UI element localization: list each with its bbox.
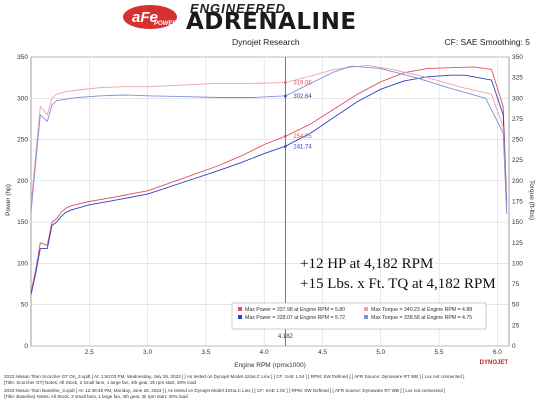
y-tick-label-left: 150 [17,219,28,226]
series-line-4 [30,65,508,214]
legend-label: Max Power = 337.98 at Engine RPM = 5.80 [245,307,345,313]
cursor-marker [284,134,287,138]
cursor-marker [284,81,287,84]
y-tick-label-right: 125 [512,240,523,247]
cursor-value-label: 302.64 [293,94,312,100]
y-tick-label-left: 200 [17,178,28,185]
cursor-value-label: 319.06 [293,81,312,87]
correction-factor-label: CF: SAE Smoothing: 5 [444,37,530,47]
brand-tagline: ENGINEERED [190,1,286,16]
legend-label: Max Torque = 340.23 at Engine RPM = 4.88 [371,307,472,313]
legend-swatch [364,315,368,319]
footer-run1-line1: 2023 Nissan Titan Scorcher GT On_3.xpdt … [4,374,465,379]
cursor-rpm-label: 4.182 [278,334,294,340]
y-axis-label-left: Power (hp) [5,184,12,216]
x-tick-label: 4.5 [318,349,327,356]
plot-area [30,56,510,347]
header: aFe POWER ENGINEERED ADRENALINE Dynojet … [0,0,540,50]
footer-run1-line2: [Title: Scorcher GT] Notes: All Stock, 2… [4,380,197,385]
axis-ticks: 2.5 3.0 3.5 4.0 4.5 5.0 5.5 6.00501001502002503… [17,54,523,356]
brand-title: ADRENALINE [186,9,357,35]
logo-text: aFe [132,9,158,26]
y-tick-label-right: 275 [512,116,523,123]
y-tick-label-right: 50 [512,302,520,309]
y-tick-label-left: 250 [17,137,28,144]
y-tick-label-right: 25 [512,322,520,329]
y-tick-label-left: 50 [21,302,29,309]
footer-run2-line1: 2023 Nissan Titan Baseline_3.xpdt [ At: … [4,388,446,393]
x-axis-label: Engine RPM (rpmx1000) [234,362,306,369]
legend-label: Max Torque = 338.58 at Engine RPM = 4.75 [371,315,472,321]
series-line-3 [30,64,508,210]
y-tick-label-right: 200 [512,178,523,185]
y-tick-label-left: 350 [17,54,28,61]
legend: Max Power = 337.98 at Engine RPM = 5.80 M… [231,302,487,330]
x-tick-label: 3.0 [143,349,152,356]
logo-subtext: POWER [154,21,177,27]
grid-lines [31,56,509,347]
legend-swatch [238,307,242,311]
afe-logo-icon: aFe POWER [123,5,177,29]
x-tick-label: 2.5 [85,349,94,356]
x-tick-label: 3.5 [201,349,210,356]
y-tick-label-right: 75 [512,281,520,288]
series-lines [30,64,508,295]
x-tick-label: 5.0 [376,349,385,356]
cursor-marker [284,145,287,148]
y-tick-label-right: 300 [512,95,523,102]
legend-swatch [238,315,242,319]
hp-gain-annotation: +12 HP at 4,182 RPM [300,256,434,272]
legend-swatch [364,307,368,311]
y-tick-label-right: 225 [512,157,523,164]
y-tick-label-right: 150 [512,219,523,226]
legend-label: Max Power = 328.07 at Engine RPM = 5.72 [245,315,345,321]
y-tick-label-right: 250 [512,137,523,144]
y-tick-label-right: 350 [512,54,523,61]
dynojet-mark: DYNOJET [480,360,509,366]
y-tick-label-left: 100 [17,260,28,267]
x-tick-label: 6.0 [493,349,502,356]
y-axis-label-right: Torque (ft-lbs) [528,180,535,220]
cursor-marker [284,94,287,98]
y-tick-label-right: 325 [512,75,523,82]
legend-box [231,302,487,330]
cursor-value-label: 254.05 [293,134,312,140]
y-tick-label-left: 300 [17,95,28,102]
series-line-1 [30,66,508,293]
x-tick-label: 5.5 [435,349,444,356]
y-tick-label-right: 175 [512,199,523,206]
rpm-cursor: 4.182 319.06 302.64 254.05 241.74 [278,57,312,346]
footer-run2-line2: [Title: Baseline] Notes: All Stock, 2 sm… [4,394,188,399]
y-tick-label-left: 0 [24,343,28,350]
x-tick-label: 4.0 [260,349,269,356]
series-line-2 [30,74,508,295]
y-tick-label-right: 100 [512,260,523,267]
tq-gain-annotation: +15 Lbs. x Ft. TQ at 4,182 RPM [300,276,496,292]
y-tick-label-right: 0 [512,343,516,350]
chart-subtitle: Dynojet Research [232,37,300,47]
cursor-value-label: 241.74 [293,144,312,150]
